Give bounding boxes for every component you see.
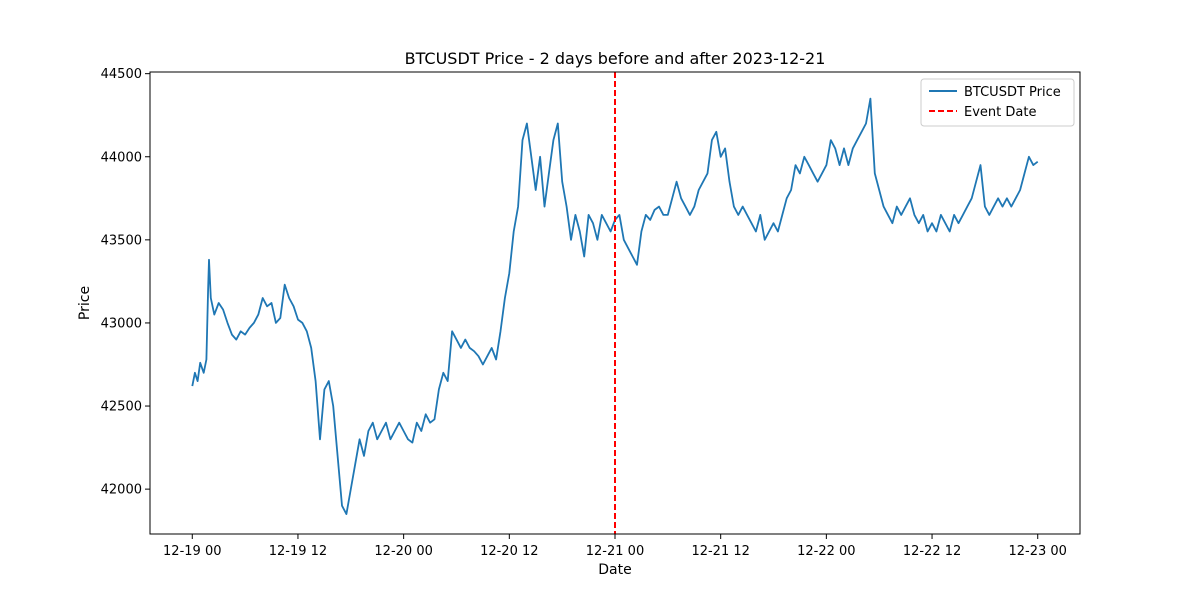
legend: BTCUSDT Price Event Date [920,78,1075,127]
series-layer [191,97,1039,515]
x-tick-label: 12-20 12 [480,544,538,559]
x-tick-label: 12-19 00 [163,544,221,559]
y-tick-label: 44500 [101,67,142,82]
y-tick-label: 42000 [101,483,142,498]
y-tick-label: 43500 [101,233,142,248]
legend-label-price: BTCUSDT Price [964,85,1061,100]
y-tick-label: 44000 [101,150,142,165]
x-tick-label: 12-22 12 [903,544,961,559]
x-tick-label: 12-21 00 [586,544,644,559]
x-tick-label: 12-22 00 [797,544,855,559]
chart-title: BTCUSDT Price - 2 days before and after … [405,49,826,68]
y-tick-label: 42500 [101,400,142,415]
legend-label-event: Event Date [964,105,1036,120]
y-axis-ticks: 42000 42500 43000 43500 44000 44500 [101,67,150,498]
x-axis-label: Date [598,562,631,578]
y-tick-label: 43000 [101,316,142,331]
series-line-0 [191,97,1039,515]
x-axis-ticks: 12-19 00 12-19 12 12-20 00 12-20 12 12-21 00… [163,534,1067,559]
x-tick-label: 12-20 00 [374,544,432,559]
x-tick-label: 12-23 00 [1009,544,1067,559]
y-axis-label: Price [77,286,93,320]
legend-box [920,78,1075,127]
x-tick-label: 12-19 12 [269,544,327,559]
x-tick-label: 12-21 12 [691,544,749,559]
